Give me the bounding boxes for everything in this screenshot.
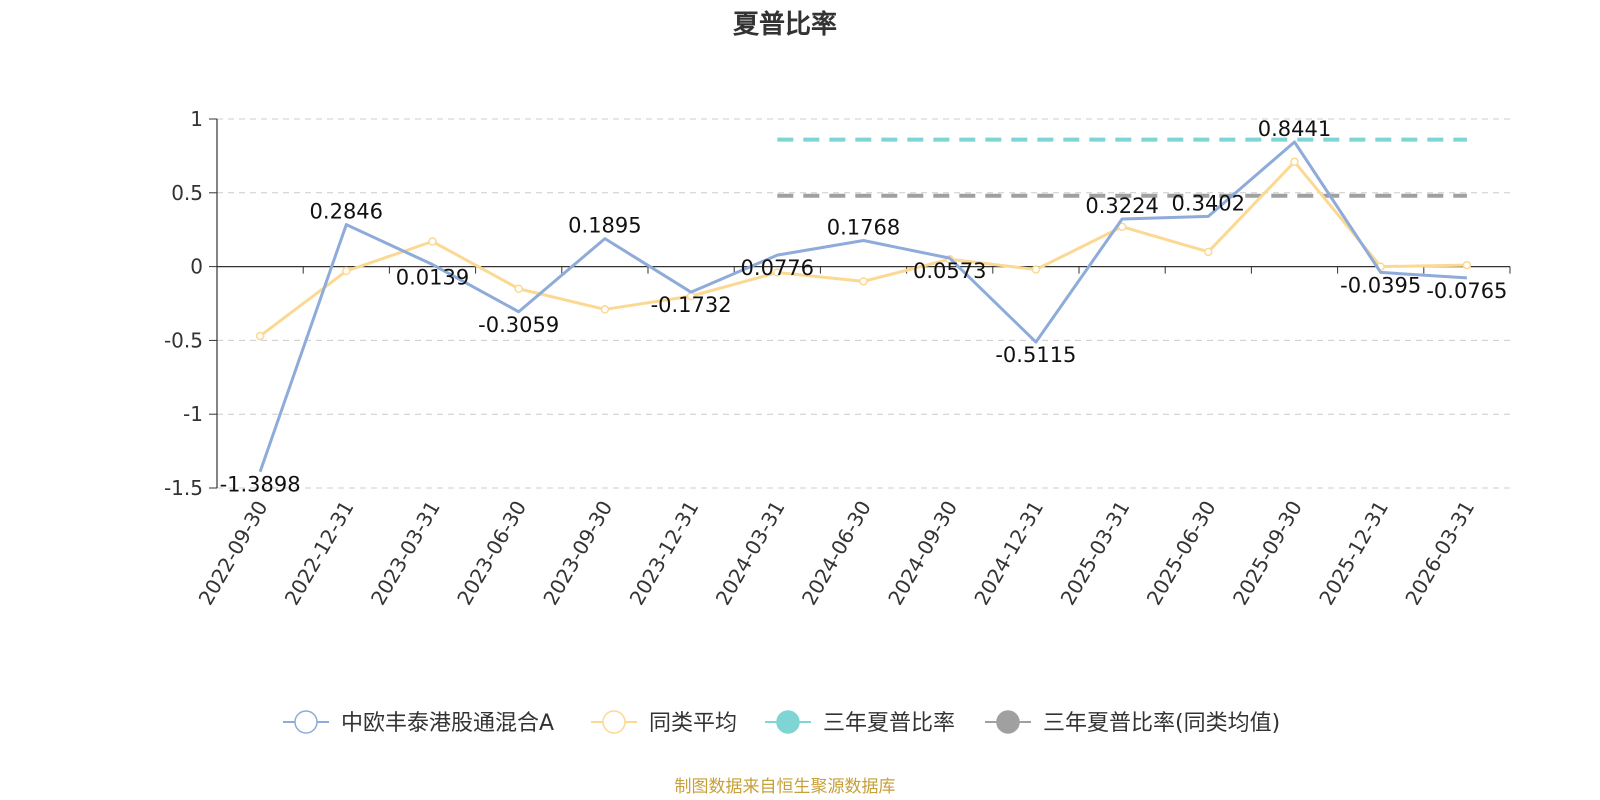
y-tick-label: 0 (190, 255, 203, 279)
x-tick-label: 2022-12-31 (280, 497, 359, 610)
data-label: 0.0573 (913, 259, 986, 283)
x-tick-label: 2023-12-31 (625, 497, 704, 610)
x-tick-label: 2025-03-31 (1056, 497, 1135, 610)
series-point (773, 268, 782, 277)
legend-item[interactable]: 三年夏普比率(同类均值) (985, 710, 1280, 736)
legend-swatch-marker (776, 710, 800, 734)
y-tick-label: 1 (190, 107, 203, 131)
legend[interactable]: 中欧丰泰港股通混合A 同类平均 三年夏普比率 三年夏普比率(同类均值) (283, 710, 1280, 736)
legend-item[interactable]: 三年夏普比率 (765, 710, 955, 736)
x-tick-label: 2024-12-31 (969, 497, 1048, 610)
series-point (1204, 247, 1213, 257)
legend-label: 同类平均 (649, 711, 737, 736)
data-label: 0.3224 (1085, 194, 1158, 218)
reference-lines (777, 137, 1467, 198)
y-tick-label: -0.5 (164, 328, 203, 352)
series-point (1462, 260, 1472, 270)
legend-label: 中欧丰泰港股通混合A (341, 711, 554, 736)
x-tick-label: 2023-09-30 (538, 497, 617, 610)
data-label: 0.3402 (1172, 191, 1245, 215)
x-tick-label: 2023-03-31 (366, 497, 445, 610)
series-point (428, 237, 437, 246)
data-label: 0.0139 (396, 266, 469, 290)
series-point (600, 305, 610, 314)
series-point (342, 266, 351, 276)
x-tick-label: 2025-09-30 (1228, 497, 1307, 610)
legend-swatch-marker (602, 710, 626, 734)
data-labels: -1.3898 0.2846 0.0139 -0.3059 0.1895 -0.1732 0… (220, 117, 1508, 497)
y-tick-label: -1 (183, 402, 203, 426)
x-tick-label: 2025-12-31 (1314, 497, 1393, 610)
data-label: 0.1768 (827, 216, 900, 240)
legend-item[interactable]: 中欧丰泰港股通混合A (283, 710, 554, 736)
legend-swatch-marker (996, 710, 1020, 734)
x-tick-label: 2025-06-30 (1142, 497, 1221, 610)
data-label: 0.2846 (310, 200, 383, 224)
x-tick-label: 2026-03-31 (1400, 497, 1479, 610)
x-tick-label: 2022-09-30 (194, 497, 273, 610)
data-label: -1.3898 (220, 473, 301, 497)
y-tick-label: 0.5 (171, 181, 203, 205)
data-label: -0.5115 (995, 343, 1076, 367)
data-label: 0.8441 (1258, 117, 1331, 141)
chart-title: 夏普比率 (733, 9, 837, 40)
series-point (1031, 265, 1041, 274)
data-label: -0.3059 (478, 313, 559, 337)
series-point (514, 284, 523, 293)
data-label: -0.0395 (1340, 273, 1421, 297)
series-line (258, 140, 1467, 473)
y-tick-label: -1.5 (164, 476, 203, 500)
x-tick-label: 2023-06-30 (452, 497, 531, 610)
legend-label: 三年夏普比率(同类均值) (1043, 711, 1280, 736)
series-point (1117, 222, 1127, 231)
x-tick-label: 2024-06-30 (797, 497, 876, 610)
data-label: -0.0765 (1426, 279, 1507, 303)
series-lines (255, 140, 1472, 473)
x-tick-label: 2024-03-31 (711, 497, 790, 610)
series-point (859, 277, 868, 286)
legend-label: 三年夏普比率 (823, 711, 955, 736)
legend-item[interactable]: 同类平均 (591, 710, 737, 736)
data-label: 0.0776 (741, 256, 814, 280)
series-point (255, 331, 265, 341)
legend-swatch-marker (294, 710, 318, 734)
series-line (259, 160, 1467, 338)
data-label: 0.1895 (568, 214, 641, 238)
series-point (1290, 157, 1299, 167)
source-note: 制图数据来自恒生聚源数据库 (675, 777, 896, 797)
x-tick-label: 2024-09-30 (883, 496, 962, 609)
data-label: -0.1732 (651, 293, 732, 317)
